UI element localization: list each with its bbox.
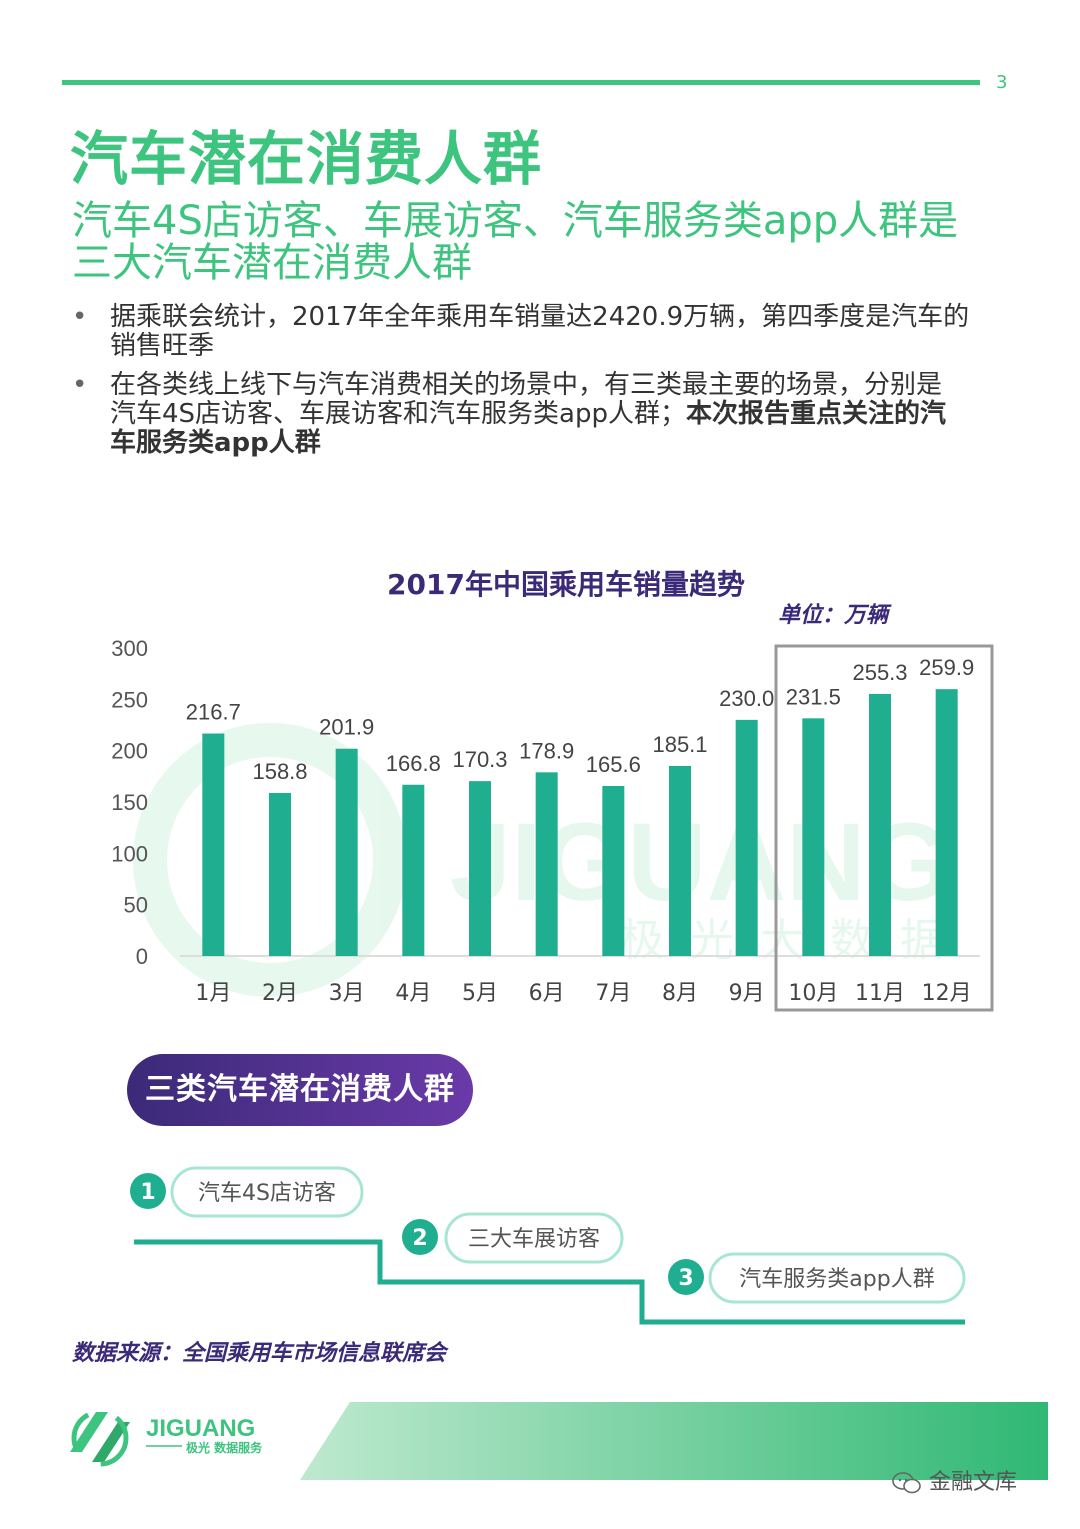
logo-wordmark: JIGUANG xyxy=(146,1415,255,1442)
x-tick-label: 3月 xyxy=(329,981,365,1006)
data-source: 数据来源：全国乘用车市场信息联席会 xyxy=(72,1341,447,1366)
chart-title: 2017年中国乘用车销量趋势 xyxy=(387,568,745,601)
bar xyxy=(202,733,225,956)
y-tick-label: 250 xyxy=(111,687,148,712)
bullet-text: 销售旺季 xyxy=(110,331,215,361)
bullet-bold-text: 车服务类app人群 xyxy=(110,428,321,458)
bullet-text: 据乘联会统计，2017年全年乘用车销量达2420.9万辆，第四季度是汽车的 xyxy=(110,302,970,332)
sales-bar-chart: JIGUANG 极光大数据 2017年中国乘用车销量趋势 单位：万辆 05010… xyxy=(111,568,994,1012)
y-tick-label: 0 xyxy=(136,944,148,969)
y-tick-label: 100 xyxy=(111,841,148,866)
x-tick-label: 9月 xyxy=(729,981,765,1006)
bar xyxy=(269,792,291,956)
subtitle-line: 汽车4S店访客、车展访客、汽车服务类app人群是 xyxy=(72,198,959,244)
page-subtitle: 汽车4S店访客、车展访客、汽车服务类app人群是 三大汽车潜在消费人群 xyxy=(72,200,1032,284)
y-tick-label: 200 xyxy=(111,739,148,764)
step-pill xyxy=(708,1252,966,1304)
step-number-badge xyxy=(402,1219,438,1255)
x-tick-label: 4月 xyxy=(395,981,431,1006)
value-label: 231.5 xyxy=(786,684,841,709)
step-label: 汽车服务类app人群 xyxy=(739,1267,934,1292)
y-tick-label: 50 xyxy=(124,893,148,918)
step-label: 汽车4S店访客 xyxy=(198,1181,336,1206)
x-tick-label: 2月 xyxy=(262,981,298,1006)
value-label: 255.3 xyxy=(852,660,907,685)
footer-band xyxy=(300,1402,1048,1480)
subtitle-line: 三大汽车潜在消费人群 xyxy=(72,240,472,286)
wechat-icon xyxy=(892,1472,922,1494)
segment-item-3: 3 汽车服务类app人群 xyxy=(668,1252,966,1304)
x-tick-label: 8月 xyxy=(662,981,698,1006)
bar xyxy=(602,785,625,956)
step-number: 1 xyxy=(140,1180,155,1205)
page-title: 汽车潜在消费人群 xyxy=(70,125,543,193)
bullet-item: • 在各类线上线下与汽车消费相关的场景中，有三类最主要的场景，分别是 汽车4S店… xyxy=(70,371,1030,458)
highlight-box xyxy=(774,644,994,1012)
value-label: 230.0 xyxy=(719,686,774,711)
unit-label: 单位：万辆 xyxy=(778,602,892,628)
step-number-badge xyxy=(130,1173,166,1209)
x-tick-label: 5月 xyxy=(462,981,498,1006)
step-number-badge xyxy=(668,1259,704,1295)
step-pill xyxy=(170,1166,364,1218)
x-tick-label: 10月 xyxy=(788,981,838,1006)
value-label: 165.6 xyxy=(586,752,641,777)
x-tick-label: 6月 xyxy=(529,981,565,1006)
value-label: 259.9 xyxy=(919,655,974,680)
value-label: 166.8 xyxy=(386,751,441,776)
step-line xyxy=(134,1239,965,1325)
bar xyxy=(935,689,958,956)
bar xyxy=(802,718,825,956)
value-label: 216.7 xyxy=(186,700,241,725)
segment-steps: 1 汽车4S店访客 2 三大车展访客 3 汽车服务类app人群 xyxy=(130,1166,966,1325)
step-pill xyxy=(444,1212,624,1264)
jiguang-logo: JIGUANG 极光 数据服务 xyxy=(70,1409,263,1467)
x-tick-label: 12月 xyxy=(922,981,972,1006)
wechat-watermark: 金融文库 xyxy=(892,1464,1017,1496)
bullet-item: • 据乘联会统计，2017年全年乘用车销量达2420.9万辆，第四季度是汽车的 … xyxy=(70,303,1030,361)
bar xyxy=(869,693,891,956)
plot-area: 0 50 100 150 200 250 300 216.7 1月 158.8 2月 201.9 3月 1… xyxy=(111,636,994,1012)
watermark-text: JIGUANG xyxy=(450,801,951,924)
bullet-list: • 据乘联会统计，2017年全年乘用车销量达2420.9万辆，第四季度是汽车的 … xyxy=(70,303,1030,468)
value-label: 158.8 xyxy=(252,759,307,784)
segment-item-1: 1 汽车4S店访客 xyxy=(130,1166,364,1218)
bullet-bold-text: 本次报告重点关注的汽 xyxy=(686,399,947,429)
wechat-account-name: 金融文库 xyxy=(929,1470,1018,1495)
bullet-dot: • xyxy=(72,302,88,332)
bullet-dot: • xyxy=(72,370,88,400)
value-label: 170.3 xyxy=(452,747,507,772)
bar xyxy=(669,765,691,956)
bullet-text: 在各类线上线下与汽车消费相关的场景中，有三类最主要的场景，分别是 xyxy=(110,370,943,400)
value-label: 178.9 xyxy=(519,738,574,763)
bullet-text-part: 汽车4S店访客、车展访客和汽车服务类app人群； xyxy=(110,399,686,429)
step-number: 3 xyxy=(678,1266,693,1291)
x-tick-label: 7月 xyxy=(595,981,631,1006)
x-tick-label: 11月 xyxy=(855,981,905,1006)
logo-tagline: 极光 数据服务 xyxy=(186,1440,263,1455)
jiguang-logo-icon xyxy=(70,1409,130,1467)
bar xyxy=(335,748,358,956)
page-number: 3 xyxy=(996,72,1008,93)
segment-item-2: 2 三大车展访客 xyxy=(402,1212,624,1264)
bullet-text: 汽车4S店访客、车展访客和汽车服务类app人群；本次报告重点关注的汽 xyxy=(110,400,1030,429)
bullet-text: 车服务类app人群 xyxy=(110,429,1030,458)
value-label: 201.9 xyxy=(319,715,374,740)
step-number: 2 xyxy=(412,1226,427,1251)
bar xyxy=(735,719,758,956)
bar xyxy=(535,772,558,956)
x-tick-label: 1月 xyxy=(195,981,231,1006)
top-rule xyxy=(62,80,980,85)
y-tick-label: 150 xyxy=(111,790,148,815)
bar xyxy=(402,784,425,956)
step-label: 三大车展访客 xyxy=(468,1227,600,1252)
y-tick-label: 300 xyxy=(111,636,148,661)
segments-header: 三类汽车潜在消费人群 xyxy=(127,1054,473,1126)
bar xyxy=(469,781,491,956)
value-label: 185.1 xyxy=(652,732,707,757)
watermark-logo-icon xyxy=(133,723,407,997)
